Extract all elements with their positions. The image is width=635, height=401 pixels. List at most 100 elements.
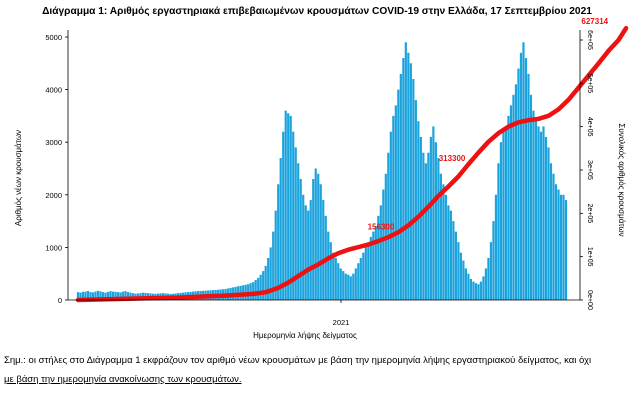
bar (114, 291, 117, 300)
bar (457, 242, 460, 300)
bar (462, 260, 465, 300)
bar (126, 292, 130, 300)
bar (277, 184, 280, 300)
bar (477, 284, 480, 300)
bar (527, 73, 530, 300)
y2-tick-label: 4e+05 (586, 117, 593, 137)
bar (467, 273, 470, 300)
footnote-line-2: με βάση την ημερομηνία ανακοίνωσης των κ… (4, 374, 242, 385)
bar (542, 126, 545, 300)
bar (319, 184, 322, 300)
bar (121, 291, 125, 300)
bar (369, 236, 372, 300)
bar (289, 115, 292, 301)
bar (292, 131, 295, 300)
bar (539, 131, 543, 300)
y2-tick-label: 6e+05 (586, 30, 593, 50)
bar (304, 205, 307, 300)
bar (447, 205, 450, 300)
bar (502, 131, 505, 300)
bar (512, 94, 515, 300)
y-tick-label: 3000 (45, 138, 62, 147)
bar (312, 179, 315, 300)
bar (302, 194, 305, 300)
bar (492, 221, 495, 300)
bar (444, 194, 447, 300)
bar (414, 100, 417, 301)
bar (267, 257, 270, 300)
bar (322, 200, 325, 300)
bar (119, 292, 122, 300)
bar (557, 189, 560, 300)
bar (497, 163, 500, 300)
bar (377, 215, 380, 300)
bar (524, 58, 528, 300)
bar (544, 136, 548, 300)
bar (282, 131, 285, 300)
bar (439, 173, 442, 300)
bar (382, 189, 385, 300)
y2-tick-label: 5e+05 (586, 73, 593, 93)
bar (389, 131, 392, 300)
bar (489, 242, 493, 300)
bar (299, 179, 302, 300)
bar (111, 291, 115, 300)
bar (479, 281, 483, 300)
bar (482, 276, 485, 300)
bar (517, 68, 520, 300)
bar (412, 79, 415, 300)
bar (547, 147, 550, 300)
bar (509, 105, 513, 300)
bar (89, 292, 92, 300)
bar (402, 58, 405, 300)
bar (274, 210, 277, 300)
bar (549, 163, 553, 300)
bar (537, 126, 540, 300)
bar (522, 42, 525, 300)
bar (407, 52, 410, 300)
bar (454, 231, 457, 300)
bar (94, 291, 97, 300)
chart-title: Διάγραμμα 1: Αριθμός εργαστηριακά επιβεβ… (42, 6, 592, 17)
bar (287, 113, 290, 301)
bar (307, 210, 310, 300)
bar (387, 152, 390, 300)
bar (427, 152, 430, 300)
bar (474, 283, 477, 300)
bar (297, 163, 300, 300)
line-annotation: 313300 (439, 154, 466, 163)
bar (437, 157, 440, 300)
footnote-line-1: Σημ.: οι στήλες στο Διάγραμμα 1 εκφράζου… (4, 355, 592, 366)
y-tick-label: 4000 (45, 86, 62, 95)
bar (372, 231, 375, 300)
bar (96, 290, 100, 300)
bar (417, 121, 420, 300)
bar (329, 242, 332, 300)
bar (359, 257, 362, 300)
y2-tick-label: 1e+05 (586, 247, 593, 267)
y2-tick-label: 3e+05 (586, 160, 593, 180)
y-tick-label: 5000 (45, 33, 62, 42)
bar (279, 157, 282, 300)
bar (116, 292, 120, 300)
x-tick-label: 2021 (333, 318, 350, 327)
y-tick-label: 1000 (45, 243, 62, 252)
bar (352, 273, 355, 300)
line-annotation: 627314 (581, 17, 608, 26)
bar (564, 200, 568, 300)
bar (339, 268, 342, 300)
bar (257, 277, 260, 300)
bar (452, 221, 455, 300)
bar (464, 268, 467, 300)
bar (109, 291, 112, 300)
bar (552, 173, 555, 300)
bar (469, 278, 472, 300)
bar (554, 184, 558, 300)
y-tick-label: 2000 (45, 191, 62, 200)
bar (442, 184, 445, 300)
bar (79, 292, 82, 300)
bar (394, 105, 397, 300)
line-series (75, 25, 629, 303)
bar (349, 276, 352, 300)
axes (67, 30, 581, 301)
